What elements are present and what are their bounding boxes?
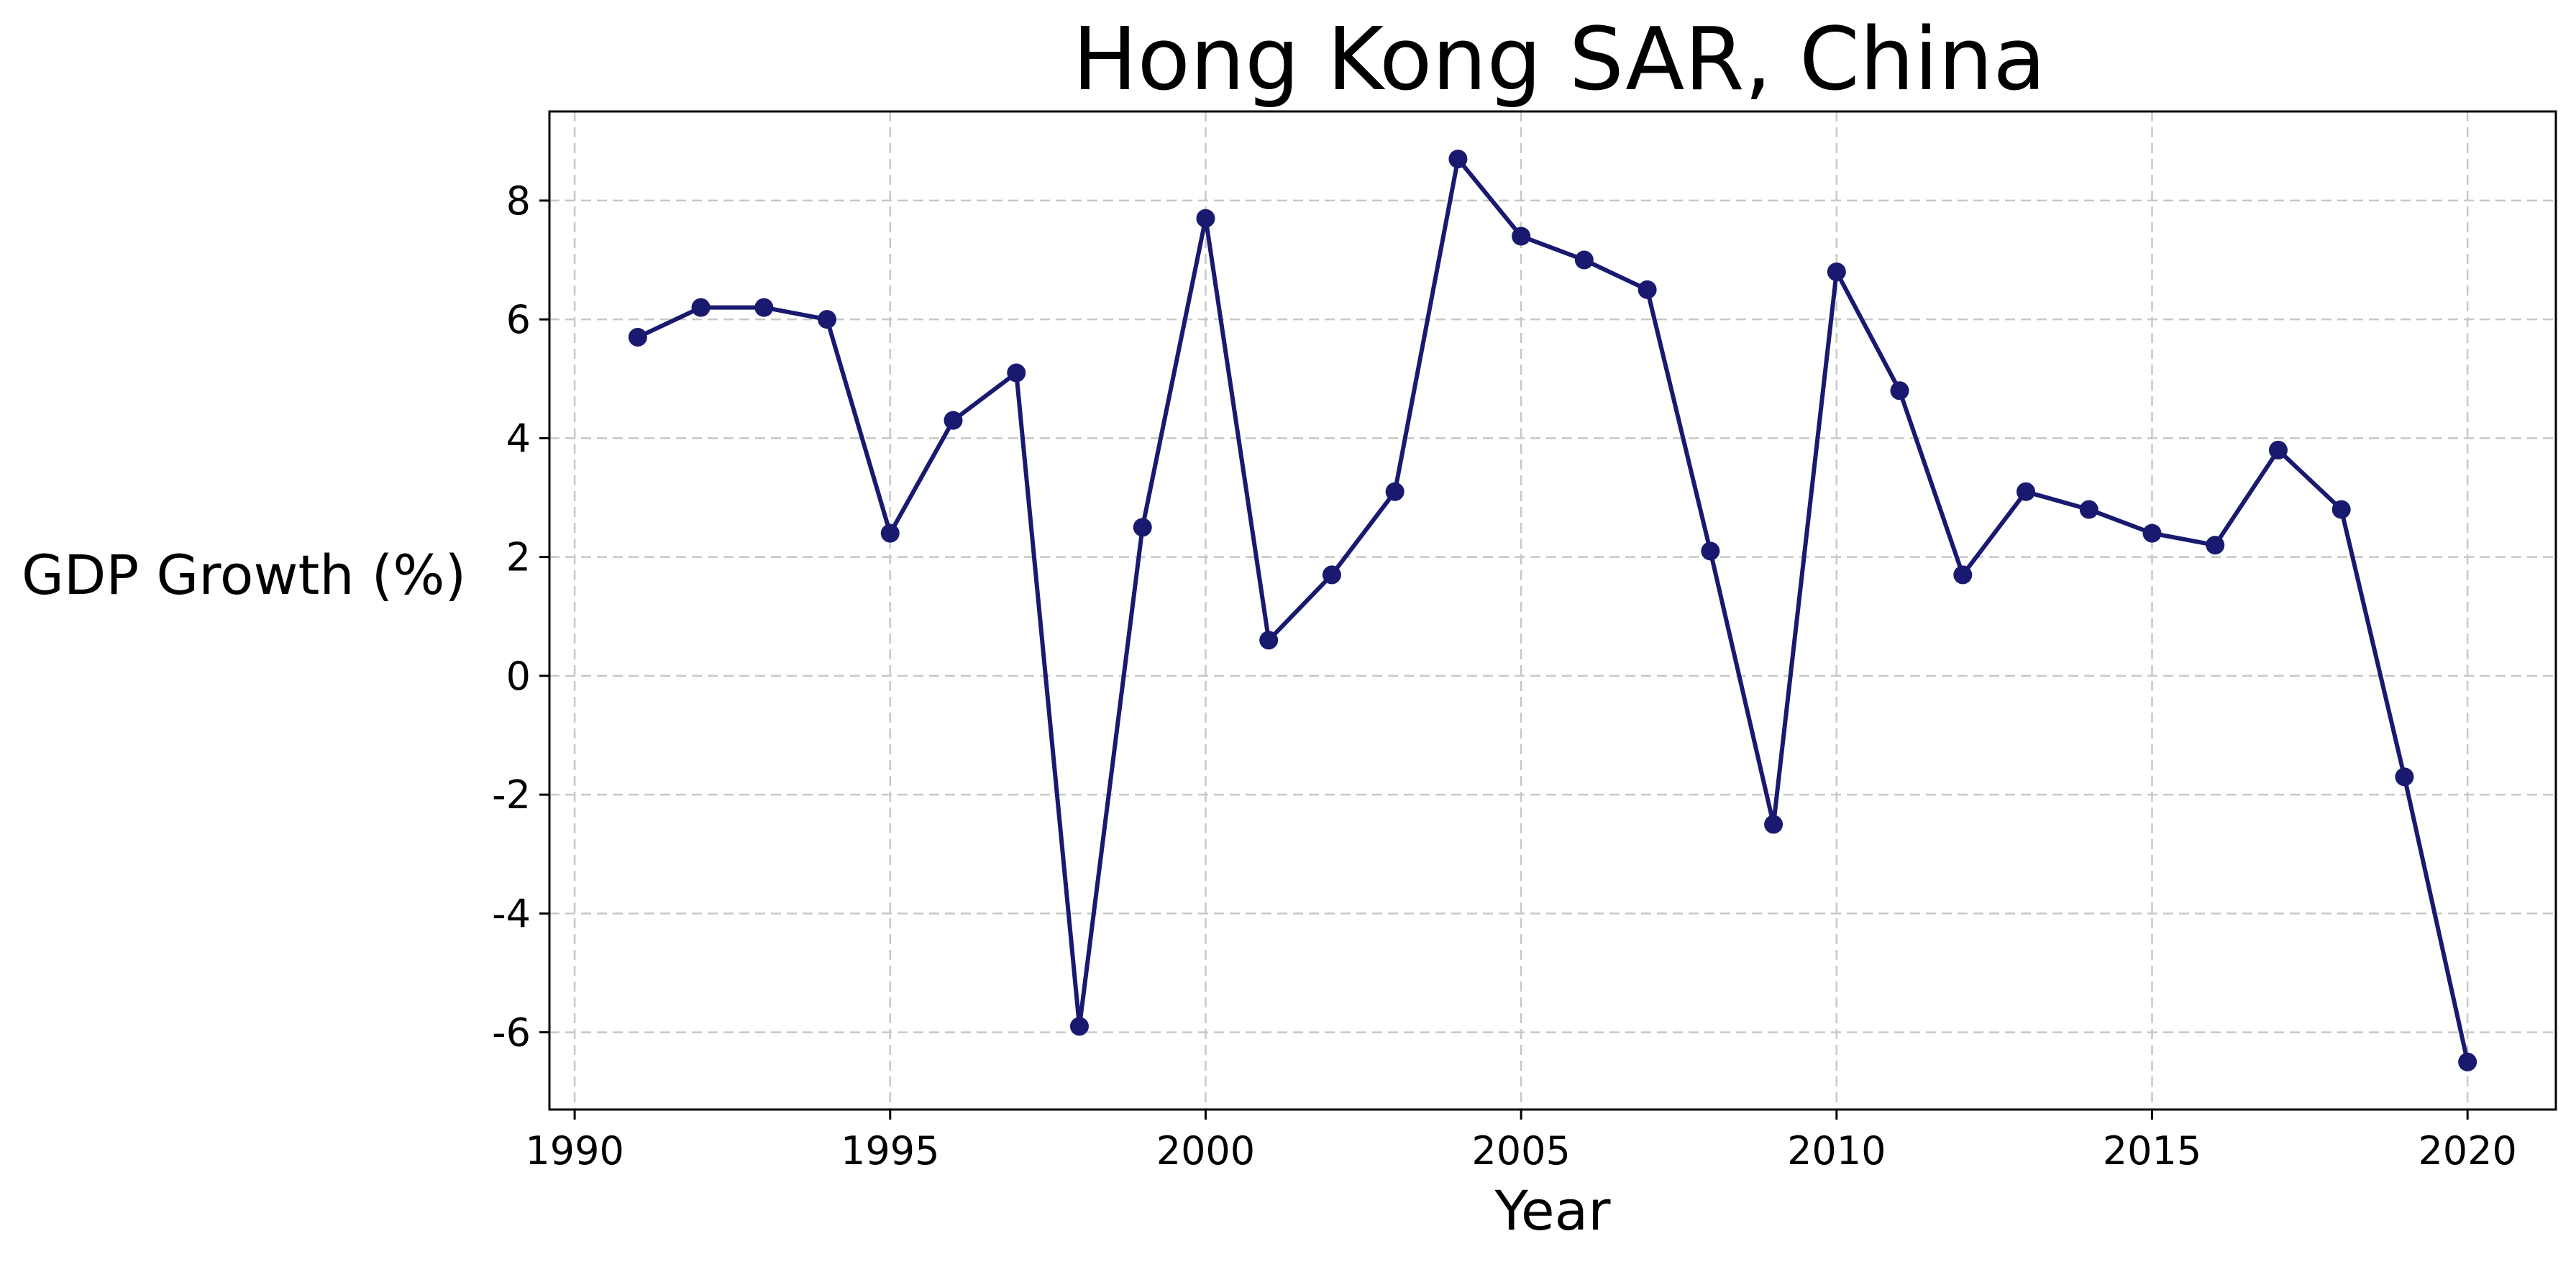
data-point xyxy=(2331,500,2351,519)
data-point xyxy=(1638,280,1657,299)
x-tick-label: 2000 xyxy=(1156,1128,1255,1174)
x-tick-label: 1995 xyxy=(841,1128,939,1174)
y-axis-label: GDP Growth (%) xyxy=(22,543,466,607)
x-tick-label: 2010 xyxy=(1787,1128,1886,1174)
data-point xyxy=(944,411,963,430)
axis-ticks: 1990 1995 2000 2005 2010 2015 2020 -6 -4 -2 0 2 4 6 8 xyxy=(492,178,2517,1174)
y-tick-label: 2 xyxy=(506,535,531,580)
data-point xyxy=(1890,381,1909,401)
data-point xyxy=(1322,565,1341,585)
grid xyxy=(549,111,2556,1110)
series-group xyxy=(628,150,2477,1071)
data-point xyxy=(1259,631,1279,650)
data-point xyxy=(880,523,900,543)
data-point xyxy=(2268,440,2288,459)
data-point xyxy=(1953,565,1973,585)
data-point xyxy=(1701,541,1720,561)
data-point xyxy=(1574,250,1594,270)
x-tick-label: 1990 xyxy=(525,1128,624,1174)
data-point xyxy=(1133,518,1152,537)
data-point xyxy=(2142,523,2162,543)
data-point xyxy=(1385,482,1405,501)
series-line xyxy=(636,157,2470,1063)
data-point xyxy=(1512,227,1531,246)
y-tick-label: 6 xyxy=(506,297,531,342)
data-point xyxy=(1007,363,1026,383)
y-tick-label: 8 xyxy=(506,178,531,224)
y-tick-label: -2 xyxy=(492,772,531,818)
plot-frame xyxy=(548,110,2557,1111)
data-point xyxy=(2017,482,2036,501)
data-point xyxy=(2206,536,2225,555)
data-point xyxy=(2079,500,2098,519)
data-point xyxy=(691,298,711,317)
x-tick-label: 2005 xyxy=(1471,1128,1570,1174)
data-point xyxy=(2458,1052,2477,1071)
y-tick-label: 4 xyxy=(506,416,531,461)
data-point xyxy=(1764,815,1783,834)
data-point xyxy=(2395,767,2414,787)
data-point xyxy=(1069,1017,1089,1036)
data-point xyxy=(1448,150,1468,169)
data-point xyxy=(1827,262,1846,282)
data-point xyxy=(818,310,837,329)
y-tick-label: -4 xyxy=(492,891,531,936)
data-point xyxy=(628,327,647,347)
data-point xyxy=(1196,209,1215,228)
y-tick-label: 0 xyxy=(506,654,531,699)
x-tick-label: 2015 xyxy=(2103,1128,2201,1174)
y-tick-label: -6 xyxy=(492,1010,531,1056)
chart-title: Hong Kong SAR, China xyxy=(1072,10,2045,110)
x-axis-label: Year xyxy=(1494,1179,1612,1243)
data-point xyxy=(754,298,774,317)
x-tick-label: 2020 xyxy=(2418,1128,2516,1174)
